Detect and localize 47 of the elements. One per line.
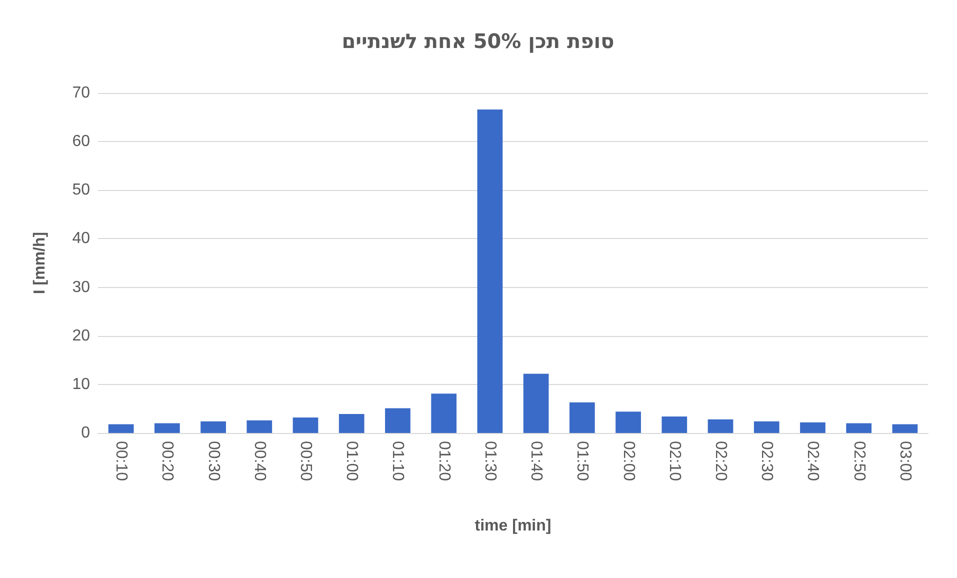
y-tick-label: 50 — [72, 182, 90, 199]
x-tick-label: 01:30 — [481, 441, 498, 482]
x-tick-label: 02:10 — [666, 441, 683, 482]
x-tick-label: 00:50 — [297, 441, 314, 482]
x-tick-label: 02:30 — [758, 441, 776, 482]
x-tick-label: 01:20 — [435, 441, 452, 482]
x-tick-label: 01:10 — [389, 441, 406, 482]
bar — [246, 420, 272, 433]
x-axis-title: time [min] — [474, 518, 552, 534]
y-tick-label: 20 — [72, 327, 90, 344]
x-tick-label: 01:50 — [574, 441, 591, 482]
bar — [754, 421, 780, 433]
x-tick-label: 03:00 — [896, 441, 914, 482]
bar — [892, 424, 918, 433]
x-tick-label: 02:20 — [712, 441, 729, 482]
y-tick-label: 60 — [72, 133, 90, 150]
bar — [200, 421, 226, 433]
x-tick-label: 02:00 — [620, 441, 637, 482]
y-tick-label: 30 — [72, 278, 90, 296]
bar — [108, 424, 134, 433]
bar — [569, 402, 595, 433]
bar — [708, 419, 734, 433]
bar — [523, 374, 549, 433]
y-tick-label: 70 — [72, 84, 90, 102]
bar — [385, 408, 410, 433]
bar — [662, 416, 688, 433]
x-tick-label: 01:00 — [343, 441, 360, 482]
bar — [616, 412, 641, 433]
bar — [800, 422, 826, 433]
y-tick-label: 40 — [72, 230, 90, 248]
x-tick-label: 00:30 — [204, 441, 222, 482]
bar — [846, 423, 872, 433]
x-tick-label: 02:40 — [804, 441, 822, 482]
y-tick-label: 0 — [81, 424, 90, 442]
bar — [154, 423, 180, 433]
x-tick-label: 00:40 — [250, 441, 268, 482]
x-tick-label: 02:50 — [850, 441, 868, 482]
y-tick-label: 10 — [72, 376, 90, 393]
bar — [338, 414, 364, 433]
chart-title: סופת תכן 50% אחת לשנתיים — [342, 29, 614, 53]
bar — [431, 394, 457, 433]
bar — [292, 417, 318, 433]
y-axis-title: I [mm/h] — [32, 232, 48, 294]
x-tick-label: 00:20 — [158, 441, 176, 482]
bar — [477, 110, 503, 433]
x-tick-label: 00:10 — [112, 441, 130, 482]
x-tick-label: 01:40 — [528, 441, 545, 482]
